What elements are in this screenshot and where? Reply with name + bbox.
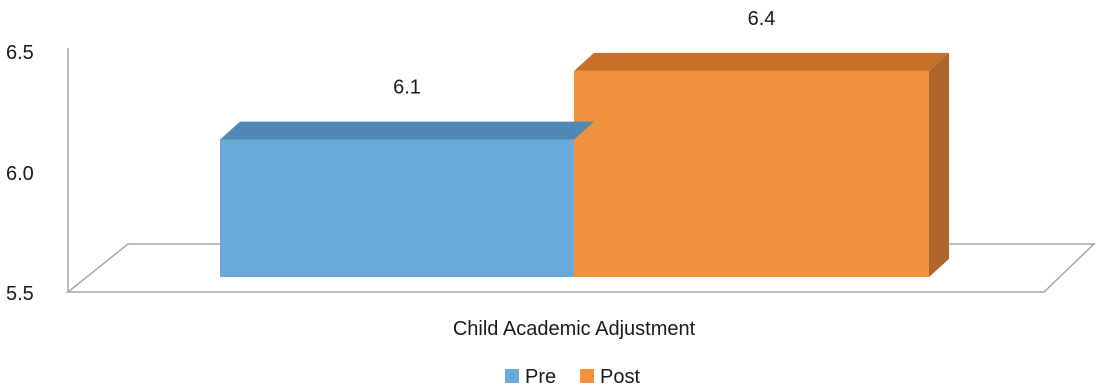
y-tick-label: 5.5 xyxy=(6,283,34,305)
bar-post-front xyxy=(574,70,929,278)
bar-pre-top xyxy=(220,121,594,140)
data-label-pre: 6.1 xyxy=(393,77,421,99)
y-tick-label: 6.5 xyxy=(6,42,34,64)
bar-post xyxy=(574,52,949,278)
legend-swatch-pre xyxy=(505,369,519,383)
legend-label-post: Post xyxy=(600,366,640,388)
floor-outline xyxy=(65,243,1096,293)
legend-label-pre: Pre xyxy=(525,366,556,388)
bar-post-top xyxy=(574,52,949,71)
category-label: Child Academic Adjustment xyxy=(453,318,696,340)
y-tick-label: 6.0 xyxy=(6,163,34,185)
y-axis-ticks: 5.5 6.0 6.5 xyxy=(6,42,34,305)
bar-pre xyxy=(220,121,594,277)
legend: Pre Post xyxy=(505,366,640,388)
data-label-post: 6.4 xyxy=(748,8,776,30)
bars xyxy=(220,52,949,278)
plot-floor xyxy=(65,48,1096,293)
bar-post-side xyxy=(929,52,949,278)
bar-pre-front xyxy=(220,139,574,277)
legend-swatch-post xyxy=(580,369,594,383)
